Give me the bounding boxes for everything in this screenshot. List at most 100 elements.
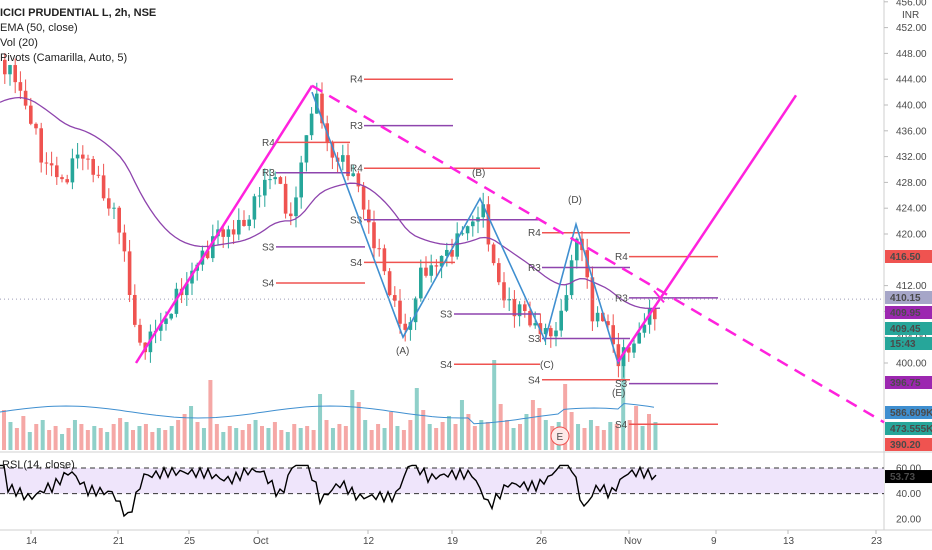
volume-bar bbox=[163, 430, 168, 450]
candle-body bbox=[429, 265, 433, 276]
volume-bar bbox=[350, 390, 355, 450]
rsi-value-label: 53.73 bbox=[890, 472, 915, 483]
candle-body bbox=[517, 304, 522, 317]
rsi-legend: RSI (14, close) bbox=[2, 459, 75, 471]
indicator-pivots: Pivots (Camarilla, Auto, 5) bbox=[0, 52, 128, 64]
volume-bar bbox=[8, 422, 13, 450]
price-tag-label: 586.609K bbox=[890, 408, 932, 419]
pivot-label: R4 bbox=[615, 252, 628, 263]
price-tick-label: 448.00 bbox=[896, 49, 927, 60]
volume-bar bbox=[640, 426, 645, 450]
candle-body bbox=[382, 248, 387, 272]
volume-bar bbox=[298, 428, 303, 450]
price-tick-label: 420.00 bbox=[896, 230, 927, 241]
candle-body bbox=[642, 324, 647, 333]
volume-bar bbox=[614, 424, 619, 450]
candle-body bbox=[278, 177, 283, 184]
volume-bar bbox=[124, 422, 129, 450]
rsi-value-tag bbox=[885, 470, 932, 484]
trend-projection-line bbox=[616, 94, 798, 363]
volume-bar bbox=[260, 426, 264, 450]
candle-body bbox=[138, 324, 142, 343]
price-tag-label: 396.75 bbox=[890, 378, 921, 389]
volume-bar bbox=[311, 430, 316, 450]
pivot-label: S4 bbox=[262, 279, 275, 290]
volume-bar bbox=[2, 410, 6, 450]
volume-bar bbox=[634, 406, 639, 450]
candle-body bbox=[34, 123, 38, 129]
candle-body bbox=[637, 332, 641, 344]
candle-body bbox=[159, 323, 163, 331]
candle-body bbox=[18, 82, 23, 91]
volume-bar bbox=[401, 430, 406, 450]
candle-body bbox=[133, 294, 137, 325]
candle-body bbox=[65, 179, 69, 183]
price-tag bbox=[885, 438, 932, 451]
volume-bar bbox=[569, 412, 574, 450]
candle-body bbox=[60, 177, 64, 180]
volume-bar bbox=[576, 424, 581, 450]
volume-bar bbox=[131, 430, 135, 450]
candle-body bbox=[44, 162, 49, 164]
volume-bar bbox=[543, 420, 548, 450]
candle-body bbox=[481, 204, 485, 218]
candle-body bbox=[575, 238, 579, 261]
candle-body bbox=[268, 179, 272, 181]
candle-body bbox=[413, 298, 418, 323]
candle-body bbox=[611, 325, 615, 345]
candle-body bbox=[512, 299, 517, 317]
price-tag bbox=[885, 406, 932, 419]
event-marker-circle bbox=[550, 426, 570, 446]
trend-down-dashed bbox=[311, 84, 885, 424]
price-tick-label: 452.00 bbox=[896, 23, 927, 34]
candle-body bbox=[289, 213, 293, 217]
volume-bar bbox=[421, 410, 426, 450]
candle-body bbox=[185, 283, 189, 296]
volume-bar bbox=[653, 422, 658, 450]
candle-body bbox=[75, 154, 80, 159]
candle-body bbox=[533, 323, 537, 326]
candle-body bbox=[127, 251, 132, 295]
candle-body bbox=[252, 196, 257, 220]
candle-body bbox=[434, 265, 439, 267]
volume-bar bbox=[376, 424, 381, 450]
volume-bar bbox=[40, 420, 45, 450]
volume-bar bbox=[272, 422, 277, 450]
volume-bar bbox=[524, 414, 529, 450]
volume-bar bbox=[537, 408, 542, 450]
price-tag-label: 410.15 bbox=[890, 293, 921, 304]
candle-body bbox=[632, 343, 636, 353]
time-tick-label: 25 bbox=[184, 536, 196, 547]
volume-bar bbox=[111, 424, 116, 450]
price-tick-label: 456.00 bbox=[896, 0, 927, 8]
volume-bar bbox=[356, 402, 361, 450]
volume-bar bbox=[53, 426, 58, 450]
time-tick-label: 21 bbox=[113, 536, 125, 547]
volume-bar bbox=[279, 430, 284, 450]
volume-bar bbox=[479, 420, 484, 450]
candle-body bbox=[356, 173, 361, 187]
candle-body bbox=[361, 186, 366, 210]
volume-bar bbox=[79, 424, 84, 450]
volume-bar bbox=[169, 426, 174, 450]
volume-bar bbox=[647, 414, 651, 450]
candle-body bbox=[29, 105, 33, 124]
wave-label: (D) bbox=[568, 195, 582, 206]
candle-body bbox=[491, 244, 496, 264]
volume-bar bbox=[305, 426, 310, 450]
time-tick-label: 19 bbox=[447, 536, 459, 547]
volume-bar bbox=[330, 428, 335, 450]
volume-bar bbox=[472, 426, 477, 450]
candle-body bbox=[70, 158, 75, 183]
currency-label: INR bbox=[902, 10, 919, 21]
candle-body bbox=[445, 249, 449, 256]
volume-bar bbox=[21, 416, 26, 450]
price-tag-label: 473.555K bbox=[890, 424, 932, 435]
volume-bar bbox=[240, 430, 245, 450]
candle-body bbox=[486, 204, 491, 245]
candle-body bbox=[205, 250, 210, 259]
candle-body bbox=[299, 162, 303, 198]
